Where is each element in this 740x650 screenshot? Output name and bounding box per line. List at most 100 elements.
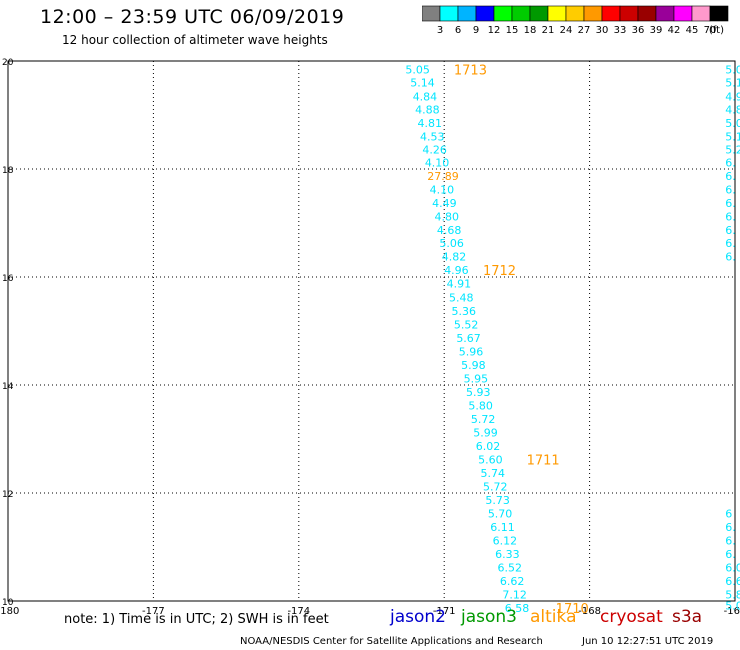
colorbar-label: 70 xyxy=(704,25,717,36)
legend-jason3: jason3 xyxy=(461,607,517,627)
data-point-label: 5.95 xyxy=(464,373,489,386)
data-point-label: 4.91 xyxy=(447,277,472,290)
colorbar-label: 15 xyxy=(506,25,519,36)
data-point-label: 5.60 xyxy=(478,454,503,467)
colorbar-label: 3 xyxy=(437,25,443,36)
data-point-label: 5.1 xyxy=(725,77,740,90)
plot-frame xyxy=(7,60,736,602)
data-point-label: 5.8 xyxy=(725,589,740,602)
data-point-label: 5.73 xyxy=(485,494,510,507)
data-point-label: 5.67 xyxy=(456,332,481,345)
data-point-label: 5.04 xyxy=(725,64,740,77)
data-point-label: 6. xyxy=(725,170,736,183)
chart-subtitle: 12 hour collection of altimeter wave hei… xyxy=(62,33,328,47)
data-point-label: 4.80 xyxy=(435,211,460,224)
data-point-label: 4.10 xyxy=(430,184,455,197)
colorbar-label: 45 xyxy=(686,25,699,36)
data-point-label: 6.11 xyxy=(490,521,515,534)
colorbar-label: 24 xyxy=(560,25,573,36)
data-point-label: 5.52 xyxy=(454,319,479,332)
y-tick-label: 12 xyxy=(2,490,13,500)
data-point-label: 5.48 xyxy=(449,292,474,305)
data-point-label: 5.36 xyxy=(451,305,476,318)
data-point-label: 5.72 xyxy=(471,413,496,426)
x-tick-label: -171 xyxy=(433,606,456,617)
data-point-label: 5.98 xyxy=(461,359,486,372)
data-point-label: 4.96 xyxy=(444,264,469,277)
data-point-label: 4.81 xyxy=(418,117,443,130)
data-point-label: 6. xyxy=(725,521,736,534)
colorbar-label: 18 xyxy=(524,25,537,36)
data-point-label: 4.82 xyxy=(442,250,467,263)
data-point-label: 6. xyxy=(725,197,736,210)
data-point-label: 6.52 xyxy=(498,562,522,575)
data-point-label: 4.10 xyxy=(425,157,450,170)
data-point-label: 6.58 xyxy=(505,602,530,615)
data-point-label: 4.68 xyxy=(437,224,462,237)
x-tick-label: -174 xyxy=(287,606,310,617)
colorbar-label: 39 xyxy=(650,25,663,36)
data-point-label: 6.0 xyxy=(725,562,740,575)
data-point-label: 4.53 xyxy=(420,131,445,144)
data-point-label: 5.99 xyxy=(473,427,498,440)
data-point-label: 6.12 xyxy=(493,535,517,548)
data-point-label: 6. xyxy=(725,548,736,561)
data-point-label: 6. xyxy=(725,250,736,263)
color-scale-legend: 3 6 9 12 15 18 21 24 27 30 33 36 39 42 45 70(ft) xyxy=(422,5,729,36)
data-point-label: 6. xyxy=(725,224,736,237)
data-point-label: 4.26 xyxy=(422,144,447,157)
colorbar-label: 33 xyxy=(614,25,627,36)
credit-text: NOAA/NESDIS Center for Satellite Applica… xyxy=(240,636,543,647)
x-tick-label: -165 xyxy=(724,606,740,617)
data-point-label: 5.0 xyxy=(725,599,740,612)
x-tick-label: -168 xyxy=(578,606,601,617)
colorbar-swatch xyxy=(709,5,729,22)
colorbar-label: 12 xyxy=(488,25,501,36)
y-tick-label: 18 xyxy=(2,166,14,176)
colorbar-label: 36 xyxy=(632,25,645,36)
data-point-label: 5.1 xyxy=(725,131,740,144)
data-point-label: 6. xyxy=(725,184,736,197)
colorbar-label: 27 xyxy=(578,25,591,36)
time-annotation: 1710 xyxy=(556,602,589,617)
colorbar-label: 9 xyxy=(473,25,479,36)
data-point-label: 5.80 xyxy=(468,400,493,413)
data-point-label: 5.96 xyxy=(459,346,484,359)
colorbar-unit: (ft) xyxy=(709,25,724,36)
data-point-label: 6. xyxy=(725,211,736,224)
data-point-label: 6.33 xyxy=(495,548,519,561)
time-annotation: 1712 xyxy=(483,264,516,279)
data-point-label: 6 xyxy=(725,508,732,521)
chart-title: 12:00 – 23:59 UTC 06/09/2019 xyxy=(40,6,345,28)
data-point-label: 6. xyxy=(725,157,736,170)
data-point-label: 6. xyxy=(725,535,736,548)
data-point-label: 4.8 xyxy=(725,104,740,117)
colorbar-label: 21 xyxy=(542,25,555,36)
y-tick-label: 20 xyxy=(2,58,14,68)
legend-s3a: s3a xyxy=(672,607,703,627)
data-point-label: 5.05 xyxy=(405,64,430,77)
x-tick-label: -177 xyxy=(142,606,165,617)
data-point-label: 4.88 xyxy=(415,104,440,117)
data-point-label: 5.14 xyxy=(410,77,435,90)
data-point-label: 7.12 xyxy=(502,589,527,602)
y-tick-label: 10 xyxy=(2,598,14,608)
time-annotation: 1711 xyxy=(527,454,560,469)
y-tick-label: 16 xyxy=(2,274,14,284)
data-point-label: 6. xyxy=(725,237,736,250)
data-point-label: 5.06 xyxy=(439,237,464,250)
data-point-label: 5.74 xyxy=(481,467,506,480)
colorbar-label: 42 xyxy=(668,25,681,36)
data-point-label: 6.02 xyxy=(476,440,501,453)
colorbar-label: 6 xyxy=(455,25,461,36)
data-point-label: 6.62 xyxy=(500,575,524,588)
data-point-label: 4.9 xyxy=(725,91,740,104)
y-tick-label: 14 xyxy=(2,382,14,392)
time-annotation: 1713 xyxy=(454,64,487,79)
data-point-label: 5.2 xyxy=(725,144,740,157)
x-tick-label: -180 xyxy=(0,606,19,617)
data-point-label: 5.0 xyxy=(725,117,740,130)
legend-jason2: jason2 xyxy=(390,607,446,627)
data-point-label: 5.72 xyxy=(483,481,508,494)
